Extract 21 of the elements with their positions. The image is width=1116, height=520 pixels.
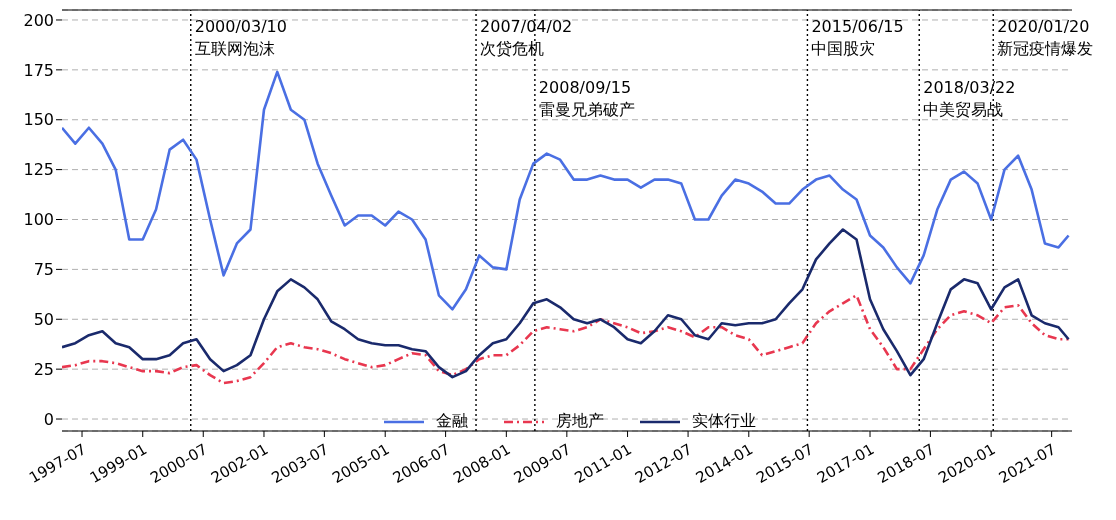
ref-line-label: 2008/09/15 雷曼兄弟破产 [538, 78, 635, 119]
legend-label: 房地产 [556, 411, 604, 432]
line-series [62, 294, 1070, 385]
legend-label: 金融 [436, 411, 468, 432]
ref-line-label: 2015/06/15 中国股灾 [811, 17, 904, 58]
y-tick-label: 75 [33, 260, 54, 280]
y-tick-label: 175 [23, 60, 54, 80]
ref-line-label: 2007/04/02 次贷危机 [480, 17, 573, 58]
y-tick-label: 25 [33, 359, 54, 379]
y-tick-label: 150 [23, 110, 54, 130]
y-tick-label: 100 [23, 210, 54, 230]
y-tick-label: 50 [33, 309, 54, 329]
legend-label: 实体行业 [692, 411, 756, 432]
y-tick-label: 125 [23, 160, 54, 180]
ref-line-label: 2018/03/22 中美贸易战 [923, 78, 1016, 119]
line-series [62, 228, 1070, 379]
y-tick-label: 0 [43, 409, 54, 429]
ref-line-label: 2020/01/20 新冠疫情爆发 [997, 17, 1094, 58]
ref-line-label: 2000/03/10 互联网泡沫 [194, 17, 287, 58]
line-series [62, 70, 1070, 311]
y-tick-label: 200 [23, 10, 54, 30]
